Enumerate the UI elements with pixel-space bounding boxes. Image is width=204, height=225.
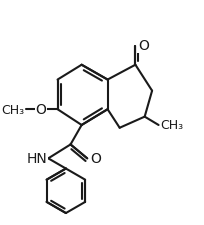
Text: O: O [138, 39, 149, 53]
Text: O: O [35, 103, 46, 117]
Text: CH₃: CH₃ [1, 103, 24, 116]
Text: CH₃: CH₃ [160, 119, 184, 132]
Text: O: O [90, 152, 101, 166]
Text: HN: HN [27, 152, 47, 166]
